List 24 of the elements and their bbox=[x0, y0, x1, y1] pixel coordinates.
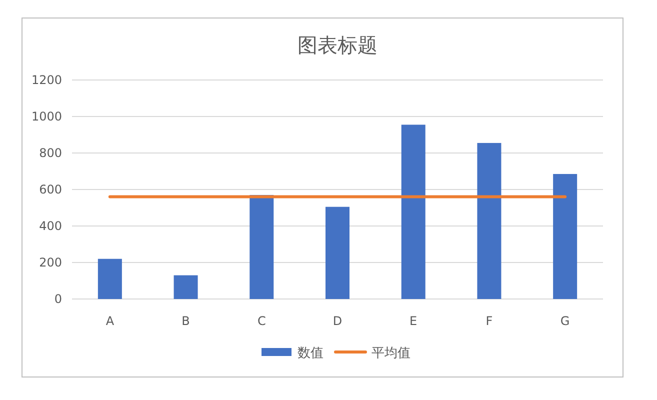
bar bbox=[250, 194, 274, 299]
y-tick-label: 200 bbox=[39, 256, 62, 270]
y-tick-label: 1000 bbox=[31, 110, 62, 124]
x-tick-label: E bbox=[410, 314, 418, 328]
x-tick-label: B bbox=[182, 314, 190, 328]
y-tick-label: 0 bbox=[54, 292, 62, 306]
y-tick-label: 800 bbox=[39, 146, 62, 160]
bar bbox=[326, 206, 350, 299]
x-tick-label: C bbox=[257, 314, 266, 328]
bar bbox=[477, 142, 502, 299]
y-tick-label: 400 bbox=[39, 219, 62, 233]
x-tick-label: A bbox=[106, 314, 115, 328]
y-tick-label: 600 bbox=[39, 182, 62, 196]
bar bbox=[401, 124, 426, 299]
legend-label: 平均值 bbox=[372, 346, 410, 361]
x-tick-label: G bbox=[560, 314, 570, 328]
bar bbox=[174, 275, 198, 299]
x-tick-label: D bbox=[332, 314, 342, 328]
chart-title: 图表标题 bbox=[298, 33, 378, 57]
bar bbox=[553, 174, 578, 299]
legend-label: 数值 bbox=[298, 346, 324, 361]
x-tick-label: F bbox=[486, 314, 493, 328]
bar bbox=[98, 258, 122, 299]
y-tick-label: 1200 bbox=[31, 73, 62, 87]
